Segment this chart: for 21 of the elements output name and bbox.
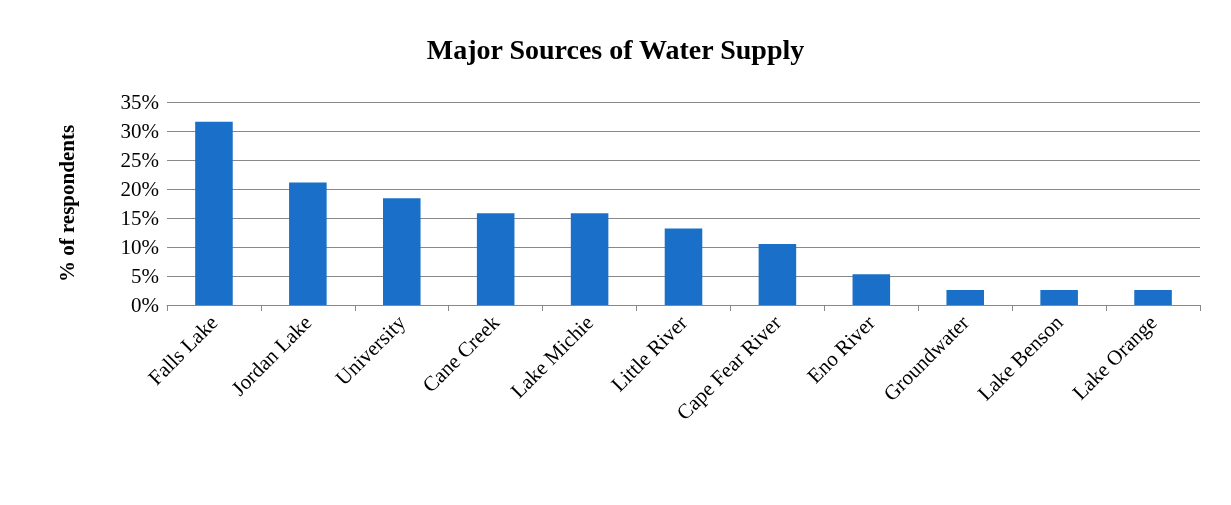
bar — [476, 213, 515, 305]
y-axis-title: % of respondents — [54, 124, 79, 283]
bar — [289, 182, 327, 305]
bar — [946, 289, 985, 305]
y-tick-label: 30% — [120, 119, 159, 143]
y-tick-label: 10% — [120, 235, 159, 259]
bar — [382, 198, 421, 305]
y-tick-label: 15% — [120, 206, 159, 230]
y-tick-label: 20% — [120, 177, 159, 201]
bar — [195, 121, 233, 305]
y-tick-label: 0% — [131, 293, 159, 317]
y-tick-label: 25% — [120, 148, 159, 172]
bar — [1134, 289, 1172, 305]
bar — [758, 244, 797, 305]
bar — [570, 213, 609, 305]
bar — [1040, 289, 1078, 305]
bar — [852, 274, 891, 305]
y-tick-label: 35% — [120, 90, 159, 114]
chart-title: Major Sources of Water Supply — [426, 33, 805, 65]
bar — [664, 228, 703, 305]
y-tick-label: 5% — [131, 264, 159, 288]
